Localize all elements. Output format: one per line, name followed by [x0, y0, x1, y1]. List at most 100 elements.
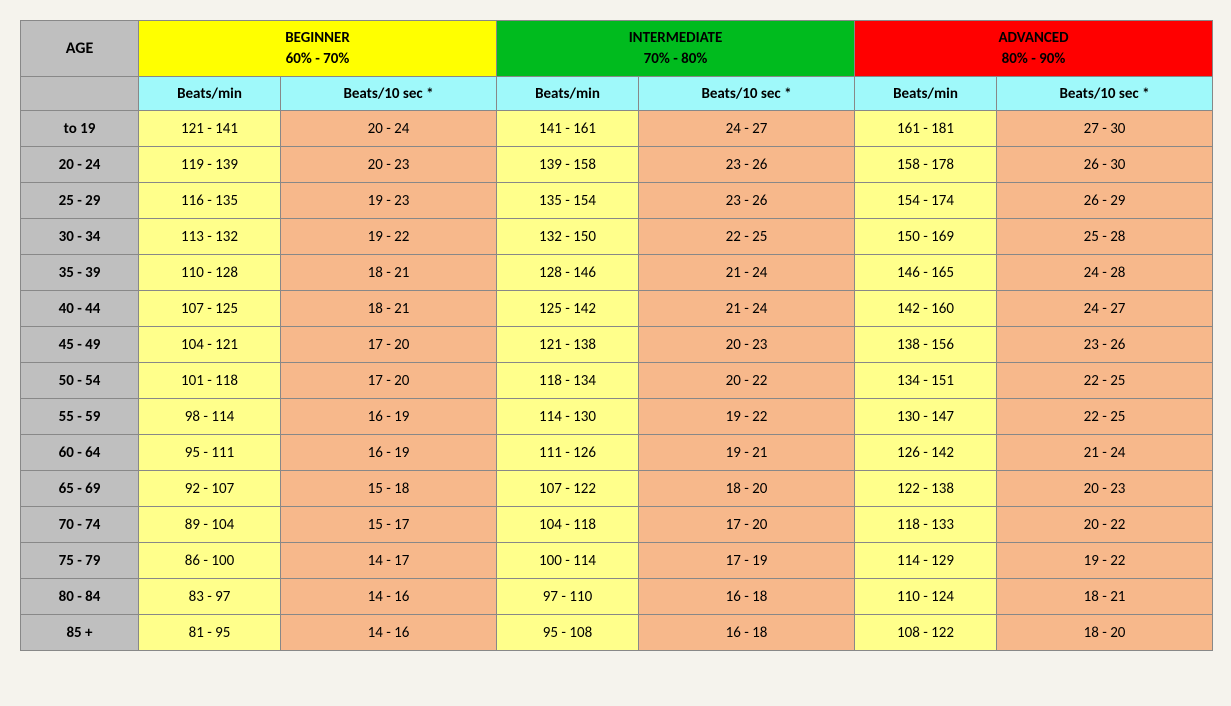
b10-cell: 18 - 21	[997, 579, 1213, 615]
b10-cell: 18 - 20	[997, 615, 1213, 651]
bpm-cell: 119 - 139	[139, 147, 281, 183]
b10-cell: 18 - 21	[281, 291, 497, 327]
age-cell: 20 - 24	[21, 147, 139, 183]
b10-cell: 16 - 19	[281, 435, 497, 471]
bpm-cell: 89 - 104	[139, 507, 281, 543]
bpm-cell: 142 - 160	[855, 291, 997, 327]
b10-cell: 15 - 17	[281, 507, 497, 543]
subheader-bpm: Beats/min	[497, 77, 639, 111]
b10-cell: 14 - 16	[281, 579, 497, 615]
age-cell: 75 - 79	[21, 543, 139, 579]
table-row: 20 - 24119 - 13920 - 23139 - 15823 - 261…	[21, 147, 1213, 183]
bpm-cell: 107 - 125	[139, 291, 281, 327]
b10-cell: 23 - 26	[639, 183, 855, 219]
table-body: to 19121 - 14120 - 24141 - 16124 - 27161…	[21, 111, 1213, 651]
b10-cell: 20 - 24	[281, 111, 497, 147]
bpm-cell: 134 - 151	[855, 363, 997, 399]
bpm-cell: 113 - 132	[139, 219, 281, 255]
bpm-cell: 128 - 146	[497, 255, 639, 291]
bpm-cell: 118 - 134	[497, 363, 639, 399]
heart-rate-table: AGE BEGINNER 60% - 70% INTERMEDIATE 70% …	[20, 20, 1213, 651]
bpm-cell: 146 - 165	[855, 255, 997, 291]
subheader-bpm: Beats/min	[139, 77, 281, 111]
age-cell: 80 - 84	[21, 579, 139, 615]
b10-cell: 19 - 22	[997, 543, 1213, 579]
bpm-cell: 81 - 95	[139, 615, 281, 651]
b10-cell: 17 - 20	[281, 363, 497, 399]
b10-cell: 17 - 19	[639, 543, 855, 579]
header-advanced: ADVANCED 80% - 90%	[855, 21, 1213, 77]
bpm-cell: 132 - 150	[497, 219, 639, 255]
b10-cell: 20 - 23	[997, 471, 1213, 507]
b10-cell: 17 - 20	[281, 327, 497, 363]
age-cell: 50 - 54	[21, 363, 139, 399]
level-range: 60% - 70%	[286, 50, 350, 68]
table-row: 75 - 7986 - 10014 - 17100 - 11417 - 1911…	[21, 543, 1213, 579]
bpm-cell: 107 - 122	[497, 471, 639, 507]
b10-cell: 19 - 23	[281, 183, 497, 219]
table-row: 30 - 34113 - 13219 - 22132 - 15022 - 251…	[21, 219, 1213, 255]
b10-cell: 15 - 18	[281, 471, 497, 507]
bpm-cell: 154 - 174	[855, 183, 997, 219]
b10-cell: 20 - 23	[639, 327, 855, 363]
bpm-cell: 125 - 142	[497, 291, 639, 327]
age-cell: 60 - 64	[21, 435, 139, 471]
b10-cell: 19 - 22	[281, 219, 497, 255]
b10-cell: 23 - 26	[639, 147, 855, 183]
table-row: 85 +81 - 9514 - 1695 - 10816 - 18108 - 1…	[21, 615, 1213, 651]
b10-cell: 14 - 17	[281, 543, 497, 579]
bpm-cell: 83 - 97	[139, 579, 281, 615]
b10-cell: 18 - 20	[639, 471, 855, 507]
header-beginner: BEGINNER 60% - 70%	[139, 21, 497, 77]
table-row: 45 - 49104 - 12117 - 20121 - 13820 - 231…	[21, 327, 1213, 363]
header-empty	[21, 77, 139, 111]
age-cell: 70 - 74	[21, 507, 139, 543]
table-row: 70 - 7489 - 10415 - 17104 - 11817 - 2011…	[21, 507, 1213, 543]
bpm-cell: 101 - 118	[139, 363, 281, 399]
subheader-b10: Beats/10 sec *	[997, 77, 1213, 111]
subheader-b10: Beats/10 sec *	[639, 77, 855, 111]
bpm-cell: 118 - 133	[855, 507, 997, 543]
b10-cell: 22 - 25	[997, 399, 1213, 435]
bpm-cell: 104 - 118	[497, 507, 639, 543]
table-row: 80 - 8483 - 9714 - 1697 - 11016 - 18110 …	[21, 579, 1213, 615]
bpm-cell: 139 - 158	[497, 147, 639, 183]
subheader-bpm: Beats/min	[855, 77, 997, 111]
b10-cell: 20 - 22	[997, 507, 1213, 543]
b10-cell: 20 - 22	[639, 363, 855, 399]
table-row: 40 - 44107 - 12518 - 21125 - 14221 - 241…	[21, 291, 1213, 327]
bpm-cell: 86 - 100	[139, 543, 281, 579]
bpm-cell: 121 - 138	[497, 327, 639, 363]
bpm-cell: 161 - 181	[855, 111, 997, 147]
table-row: 25 - 29116 - 13519 - 23135 - 15423 - 261…	[21, 183, 1213, 219]
age-cell: 25 - 29	[21, 183, 139, 219]
bpm-cell: 122 - 138	[855, 471, 997, 507]
subheader-b10: Beats/10 sec *	[281, 77, 497, 111]
b10-cell: 21 - 24	[639, 255, 855, 291]
bpm-cell: 141 - 161	[497, 111, 639, 147]
bpm-cell: 138 - 156	[855, 327, 997, 363]
b10-cell: 19 - 22	[639, 399, 855, 435]
b10-cell: 21 - 24	[639, 291, 855, 327]
b10-cell: 19 - 21	[639, 435, 855, 471]
bpm-cell: 150 - 169	[855, 219, 997, 255]
age-cell: 35 - 39	[21, 255, 139, 291]
b10-cell: 24 - 28	[997, 255, 1213, 291]
bpm-cell: 111 - 126	[497, 435, 639, 471]
bpm-cell: 100 - 114	[497, 543, 639, 579]
b10-cell: 22 - 25	[997, 363, 1213, 399]
table-row: 50 - 54101 - 11817 - 20118 - 13420 - 221…	[21, 363, 1213, 399]
header-intermediate: INTERMEDIATE 70% - 80%	[497, 21, 855, 77]
level-name: BEGINNER	[285, 29, 350, 47]
bpm-cell: 92 - 107	[139, 471, 281, 507]
bpm-cell: 110 - 124	[855, 579, 997, 615]
b10-cell: 14 - 16	[281, 615, 497, 651]
table-row: 55 - 5998 - 11416 - 19114 - 13019 - 2213…	[21, 399, 1213, 435]
table-row: 35 - 39110 - 12818 - 21128 - 14621 - 241…	[21, 255, 1213, 291]
b10-cell: 27 - 30	[997, 111, 1213, 147]
age-cell: 65 - 69	[21, 471, 139, 507]
b10-cell: 26 - 30	[997, 147, 1213, 183]
age-cell: 45 - 49	[21, 327, 139, 363]
table-row: 60 - 6495 - 11116 - 19111 - 12619 - 2112…	[21, 435, 1213, 471]
bpm-cell: 114 - 130	[497, 399, 639, 435]
